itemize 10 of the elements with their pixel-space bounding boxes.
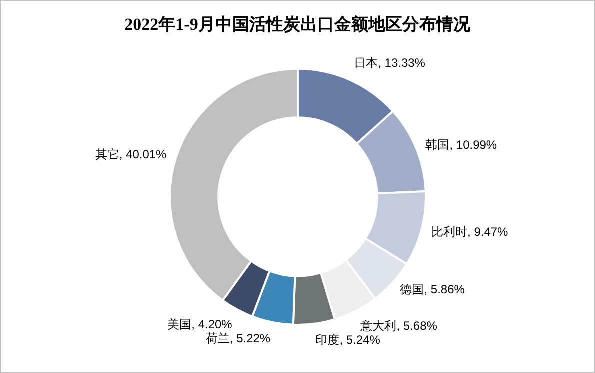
slice-label: 意大利, 5.68% (360, 318, 438, 333)
slice-label: 印度, 5.24% (316, 332, 381, 347)
slice-label: 荷兰, 5.22% (206, 331, 271, 346)
slice-label: 比利时, 9.47% (432, 224, 509, 239)
slice-label: 韩国, 10.99% (426, 138, 498, 152)
slice-label: 德国, 5.86% (400, 282, 466, 297)
chart-title: 2022年1-9月中国活性炭出口金额地区分布情况 (124, 15, 472, 34)
slice-label: 其它, 40.01% (95, 147, 168, 162)
slice-label: 美国, 4.20% (168, 317, 233, 332)
slice-label: 日本, 13.33% (354, 56, 426, 70)
